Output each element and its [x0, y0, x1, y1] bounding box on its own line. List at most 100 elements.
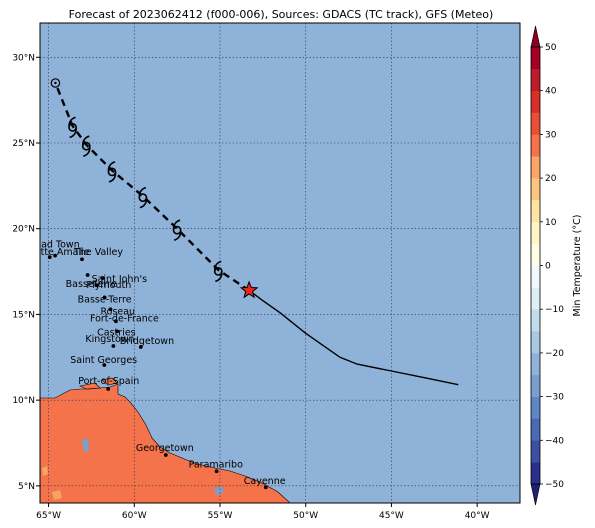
- tick-label-lat: 10°N: [12, 396, 35, 406]
- city-dot: [85, 273, 90, 277]
- map-gridlines: [40, 23, 520, 503]
- colorbar-segment: [531, 243, 540, 266]
- storm-symbol-arm: [68, 116, 76, 127]
- storm-symbol-arm: [172, 219, 181, 230]
- storm-symbol: [81, 135, 91, 157]
- tick-label-lon: 65°W: [36, 511, 61, 521]
- track-end-marker: [50, 78, 61, 88]
- track-end-marker-dot: [54, 81, 57, 85]
- colorbar-extend-low: [530, 483, 541, 506]
- colorbar-segment: [531, 352, 540, 376]
- city-label: Kingstown: [85, 334, 134, 345]
- city-label: Roseau: [100, 306, 135, 317]
- tick-label-lon: 55°W: [208, 511, 233, 521]
- colorbar-segment: [531, 68, 540, 91]
- city-dot: [102, 295, 107, 300]
- colorbar-segment: [531, 178, 540, 201]
- map-frame: [39, 22, 521, 504]
- city-dot: [138, 345, 143, 349]
- colorbar-tick-label: −50: [545, 480, 564, 490]
- city-dot: [53, 253, 57, 258]
- storm-symbol: [107, 161, 117, 183]
- city-label: Georgetown: [136, 443, 194, 454]
- city-dot: [263, 485, 268, 490]
- forecast-track-line: [54, 82, 250, 292]
- forecast-track: [54, 82, 250, 292]
- land-south-america: [40, 377, 291, 503]
- city-label: Castries: [97, 327, 136, 338]
- latitude-ticks: 5°N 10°N 15°N 20°N 25°N 30°N: [12, 53, 40, 492]
- colorbar-segment: [531, 90, 540, 113]
- storm-symbol: [138, 186, 148, 209]
- storm-symbol-core: [213, 266, 223, 276]
- storm-symbols: [68, 116, 223, 283]
- colorbar-segment: [531, 396, 540, 419]
- colorbar-tick-label: 40: [545, 87, 557, 97]
- tick-label-lat: 30°N: [12, 53, 35, 63]
- colorbar-tick-label: −10: [545, 305, 564, 315]
- city-label: Cayenne: [244, 476, 286, 487]
- city-label: Plymouth: [86, 280, 131, 291]
- colorbar-segment: [531, 440, 540, 463]
- tick-label-lat: 15°N: [12, 310, 35, 320]
- colorbar-segment: [531, 47, 540, 70]
- colorbar-tick-label: 10: [545, 218, 557, 228]
- city-label: Paramaribo: [189, 459, 244, 470]
- storm-symbol-arm: [214, 260, 222, 271]
- colorbar-tick-label: 20: [545, 174, 557, 184]
- storm-symbol-arm: [108, 172, 117, 183]
- colorbar-segment: [531, 112, 540, 135]
- city-dot: [106, 387, 111, 391]
- colorbar-extend-high: [530, 25, 541, 48]
- storm-symbol-arm: [69, 127, 77, 139]
- city-dot: [115, 329, 120, 334]
- colorbar-segment: [531, 374, 540, 397]
- city-label: Charlotte Amalie: [10, 247, 90, 258]
- tick-label-lat: 5°N: [18, 482, 35, 492]
- colorbar-segment: [531, 287, 540, 310]
- colorbar-segment: [531, 265, 540, 288]
- city-label: Road Town: [29, 240, 80, 251]
- city-dot: [214, 469, 219, 474]
- tick-label-lon: 60°W: [122, 511, 147, 521]
- current-position-star: [239, 280, 259, 299]
- city-label: Saint Georges: [70, 355, 137, 366]
- longitude-ticks: 65°W 60°W 55°W 50°W 45°W 40°W: [36, 503, 490, 521]
- colorbar-tick-label: −30: [545, 393, 564, 403]
- tick-label-lon: 40°W: [465, 511, 490, 521]
- city-label: Bridgetown: [120, 336, 174, 347]
- colorbar: 50 40 30 20 10 0 −10 −20 −30 −40 −50 Min Temperatur…: [530, 25, 583, 506]
- colorbar-segment: [531, 156, 540, 179]
- colorbar-segment: [531, 462, 540, 485]
- city-label: Basseterre: [66, 279, 117, 290]
- tick-label-lat: 20°N: [12, 225, 35, 235]
- colorbar-label: Min Temperature (°C): [572, 215, 583, 317]
- city-dot: [114, 319, 118, 324]
- city-label: The Valley: [73, 247, 123, 258]
- colorbar-tick-label: −20: [545, 349, 564, 359]
- city-label: Fort-de-France: [90, 313, 159, 324]
- figure-title: Forecast of 2023062412 (f000-006), Sourc…: [69, 8, 494, 21]
- storm-symbol-arm: [83, 146, 91, 157]
- city-dot: [94, 283, 99, 288]
- storm-symbol: [172, 219, 182, 241]
- colorbar-tick-label: −40: [545, 436, 564, 446]
- colorbar-segment: [531, 134, 540, 157]
- observed-track: [248, 289, 459, 386]
- city-dot: [102, 363, 107, 367]
- colorbar-segment: [531, 199, 540, 223]
- storm-symbol-arm: [173, 230, 182, 241]
- storm-symbol-core: [81, 141, 91, 151]
- city-label: Port-of-Spain: [78, 376, 139, 387]
- colorbar-segment: [531, 418, 540, 441]
- city-label: Saint John's: [92, 274, 148, 285]
- tick-label-lon: 50°W: [293, 511, 318, 521]
- city-dot: [108, 307, 113, 312]
- storm-symbol-arm: [139, 198, 148, 209]
- storm-symbol-arm: [138, 186, 147, 198]
- city-label: Basse-Terre: [78, 294, 132, 305]
- storm-symbol-arm: [107, 161, 116, 172]
